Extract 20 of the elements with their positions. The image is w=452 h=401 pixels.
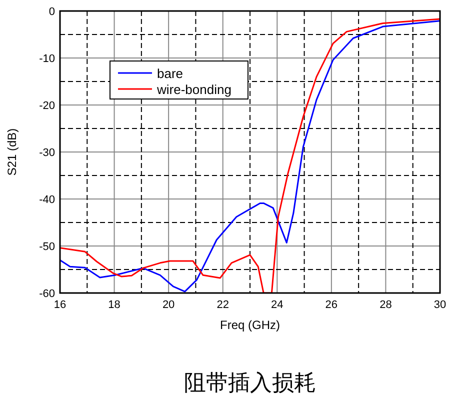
y-tick-label: -50 — [39, 241, 55, 253]
x-tick-label: 26 — [325, 299, 338, 311]
y-tick-label: -40 — [39, 194, 55, 206]
x-tick-label: 18 — [108, 299, 120, 311]
legend-label: wire-bonding — [156, 82, 232, 97]
y-tick-label: -60 — [39, 288, 55, 300]
y-tick-label: 0 — [48, 6, 55, 18]
x-tick-label: 22 — [216, 299, 229, 311]
text: 阻带插入损耗 — [184, 371, 316, 396]
y-tick-label: -30 — [39, 147, 55, 159]
x-tick-label: 16 — [54, 299, 66, 311]
y-tick-label: -20 — [39, 100, 55, 112]
y-tick-label: -10 — [39, 53, 55, 65]
x-tick-label: 30 — [434, 299, 446, 311]
legend-label: bare — [157, 66, 184, 81]
x-tick-label: 24 — [271, 299, 284, 311]
x-axis-title: Freq (GHz) — [220, 318, 280, 332]
y-axis-title: S21 (dB) — [5, 128, 19, 176]
x-tick-label: 28 — [380, 299, 392, 311]
x-tick-label: 20 — [162, 299, 175, 311]
